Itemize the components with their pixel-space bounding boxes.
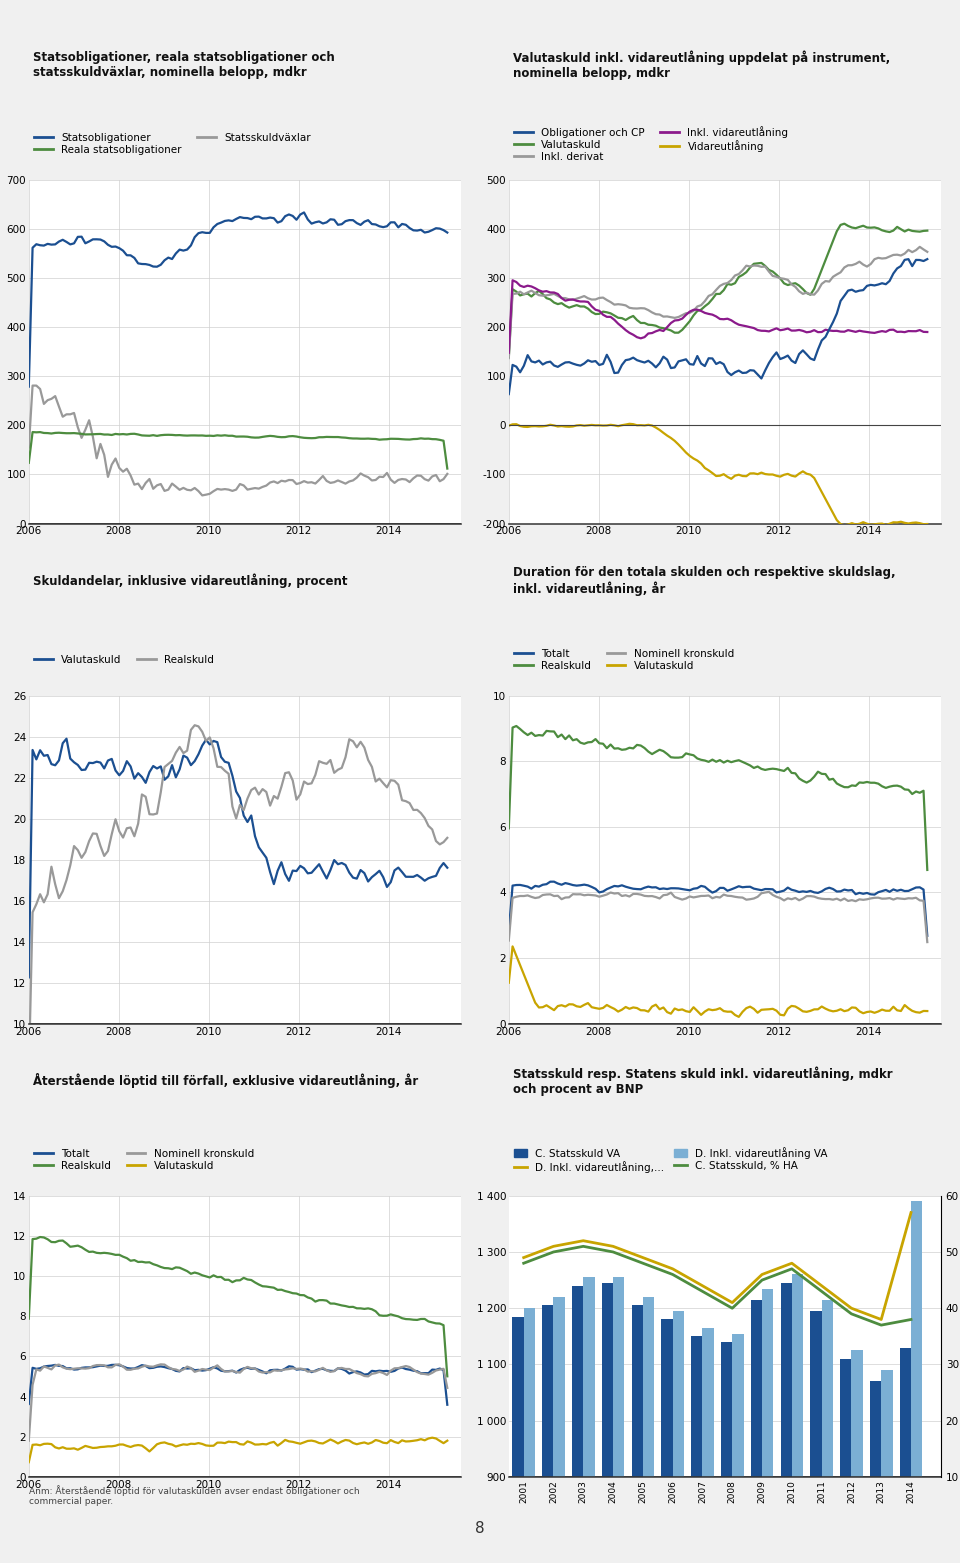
- Text: Anm: Återstående löptid för valutaskulden avser endast obligationer och
commerci: Anm: Återstående löptid för valutaskulde…: [29, 1485, 359, 1507]
- Bar: [721, 1343, 732, 1477]
- Bar: [691, 1336, 703, 1477]
- Bar: [673, 1311, 684, 1477]
- Bar: [810, 1311, 822, 1477]
- Bar: [780, 1283, 792, 1477]
- Bar: [911, 1202, 923, 1477]
- Legend: Statsobligationer, Reala statsobligationer, Statsskuldväxlar: Statsobligationer, Reala statsobligation…: [34, 133, 311, 155]
- Text: 8: 8: [475, 1521, 485, 1536]
- Bar: [732, 1333, 744, 1477]
- Bar: [751, 1300, 762, 1477]
- Bar: [822, 1300, 833, 1477]
- Bar: [632, 1305, 643, 1477]
- Text: Duration för den totala skulden och respektive skuldslag,
inkl. vidareutlåning, : Duration för den totala skulden och resp…: [513, 566, 896, 596]
- Bar: [852, 1350, 863, 1477]
- Bar: [840, 1358, 852, 1477]
- Legend: Valutaskuld, Realskuld: Valutaskuld, Realskuld: [34, 655, 214, 664]
- Bar: [542, 1305, 554, 1477]
- Text: Återstående löptid till förfall, exklusive vidareutlåning, år: Återstående löptid till förfall, exklusi…: [33, 1074, 419, 1088]
- Bar: [554, 1297, 564, 1477]
- Bar: [703, 1329, 714, 1477]
- Bar: [870, 1382, 881, 1477]
- Text: Statsskuld resp. Statens skuld inkl. vidareutlåning, mdkr
och procent av BNP: Statsskuld resp. Statens skuld inkl. vid…: [513, 1066, 893, 1096]
- Text: Statsobligationer, reala statsobligationer och
statsskuldväxlar, nominella belop: Statsobligationer, reala statsobligation…: [33, 52, 335, 80]
- Bar: [762, 1288, 774, 1477]
- Bar: [900, 1347, 911, 1477]
- Bar: [881, 1371, 893, 1477]
- Bar: [792, 1274, 804, 1477]
- Bar: [513, 1316, 524, 1477]
- Legend: Totalt, Realskuld, Nominell kronskuld, Valutaskuld: Totalt, Realskuld, Nominell kronskuld, V…: [34, 1149, 254, 1171]
- Bar: [602, 1283, 613, 1477]
- Legend: Obligationer och CP, Valutaskuld, Inkl. derivat, Inkl. vidareutlåning, Vidareutl: Obligationer och CP, Valutaskuld, Inkl. …: [514, 125, 788, 163]
- Legend: C. Statsskuld VA, D. Inkl. vidareutlåning,..., D. Inkl. vidareutlåning VA, C. St: C. Statsskuld VA, D. Inkl. vidareutlånin…: [514, 1147, 828, 1172]
- Text: Skuldandelar, inklusive vidareutlåning, procent: Skuldandelar, inklusive vidareutlåning, …: [33, 574, 348, 588]
- Legend: Totalt, Realskuld, Nominell kronskuld, Valutaskuld: Totalt, Realskuld, Nominell kronskuld, V…: [514, 649, 734, 671]
- Bar: [572, 1286, 584, 1477]
- Bar: [643, 1297, 654, 1477]
- Bar: [661, 1319, 673, 1477]
- Bar: [613, 1277, 624, 1477]
- Text: Valutaskuld inkl. vidareutlåning uppdelat på instrument,
nominella belopp, mdkr: Valutaskuld inkl. vidareutlåning uppdela…: [513, 50, 890, 80]
- Bar: [524, 1308, 535, 1477]
- Bar: [584, 1277, 594, 1477]
